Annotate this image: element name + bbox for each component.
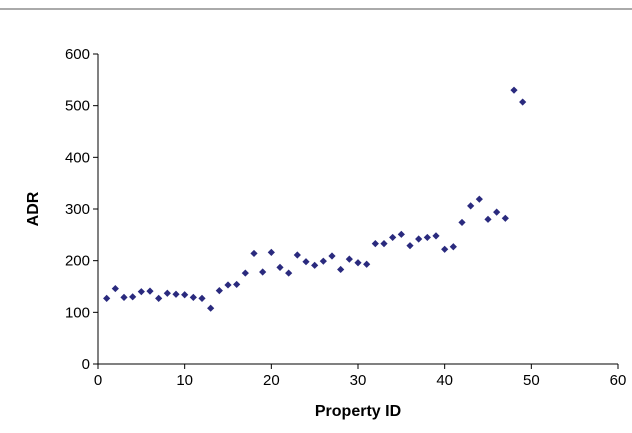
data-point [311,261,319,269]
data-point [293,251,301,259]
data-point [371,240,379,248]
y-tick-label: 400 [65,149,90,166]
data-point [120,293,128,301]
axes [93,53,619,369]
x-tick-label: 0 [94,372,102,389]
data-point [406,242,414,250]
data-point [493,208,501,216]
data-point [302,258,310,266]
x-tick-label: 50 [523,372,540,389]
data-point [207,304,215,312]
y-tick-label: 600 [65,46,90,63]
data-point [519,98,527,106]
data-point [345,255,353,263]
data-point [484,215,492,223]
data-point [501,214,509,222]
x-axis-title: Property ID [315,403,401,420]
data-point [224,281,232,289]
data-point [285,269,293,277]
data-point [215,287,223,295]
data-point [354,259,362,267]
y-tick-label: 100 [65,304,90,321]
data-point [198,294,206,302]
data-point [233,280,241,289]
data-point [432,232,440,240]
data-point [267,248,275,256]
data-point [415,235,423,243]
data-point [380,240,388,248]
data-point [241,269,249,277]
x-tick-label: 40 [436,372,453,389]
data-point [172,290,180,298]
data-point [389,233,397,242]
data-point [181,291,189,299]
data-point [163,289,171,297]
data-points [103,86,527,312]
y-tick-label: 0 [82,356,90,373]
data-point [423,233,431,242]
data-point [441,245,449,253]
data-point [146,287,154,295]
data-point [250,249,258,258]
x-tick-label: 60 [610,372,627,389]
data-point [363,260,371,268]
data-point [328,252,336,260]
data-point [337,265,345,274]
y-axis-title: ADR [25,191,42,226]
data-point [475,195,483,203]
data-point [276,263,284,271]
data-point [458,218,466,227]
tick-labels: 0 100 200 300 400 500 600 0 10 20 30 40 50 60 [65,46,626,389]
data-point [137,288,145,296]
data-point [155,294,163,302]
data-point [319,257,327,265]
data-point [467,202,475,210]
y-tick-label: 300 [65,201,90,218]
data-point [111,284,119,293]
data-point [510,86,518,94]
x-tick-label: 10 [176,372,193,389]
y-tick-label: 500 [65,98,90,115]
x-tick-label: 20 [263,372,280,389]
data-point [189,293,197,301]
data-point [103,294,111,302]
data-point [449,243,457,251]
data-point [397,230,405,238]
y-tick-label: 200 [65,253,90,270]
data-point [259,268,267,276]
data-point [129,293,137,301]
x-tick-label: 30 [350,372,367,389]
